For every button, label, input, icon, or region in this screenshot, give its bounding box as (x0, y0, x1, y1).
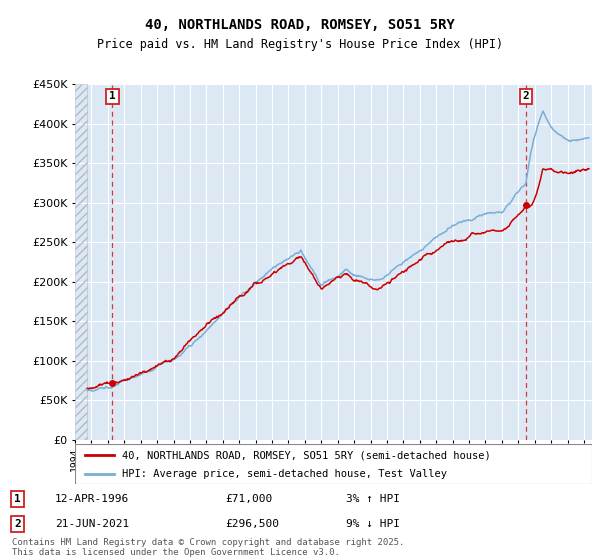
Text: Contains HM Land Registry data © Crown copyright and database right 2025.
This d: Contains HM Land Registry data © Crown c… (12, 538, 404, 557)
Text: 21-JUN-2021: 21-JUN-2021 (55, 519, 130, 529)
Text: Price paid vs. HM Land Registry's House Price Index (HPI): Price paid vs. HM Land Registry's House … (97, 38, 503, 52)
Text: 3% ↑ HPI: 3% ↑ HPI (346, 494, 400, 504)
Text: 2: 2 (14, 519, 21, 529)
Text: 40, NORTHLANDS ROAD, ROMSEY, SO51 5RY (semi-detached house): 40, NORTHLANDS ROAD, ROMSEY, SO51 5RY (s… (122, 450, 490, 460)
Text: 12-APR-1996: 12-APR-1996 (55, 494, 130, 504)
Text: £296,500: £296,500 (225, 519, 279, 529)
Text: 2: 2 (523, 91, 529, 101)
Text: 9% ↓ HPI: 9% ↓ HPI (346, 519, 400, 529)
Text: 1: 1 (109, 91, 116, 101)
Text: £71,000: £71,000 (225, 494, 272, 504)
FancyBboxPatch shape (75, 444, 592, 484)
Text: HPI: Average price, semi-detached house, Test Valley: HPI: Average price, semi-detached house,… (122, 469, 446, 479)
Text: 1: 1 (14, 494, 21, 504)
Text: 40, NORTHLANDS ROAD, ROMSEY, SO51 5RY: 40, NORTHLANDS ROAD, ROMSEY, SO51 5RY (145, 18, 455, 32)
